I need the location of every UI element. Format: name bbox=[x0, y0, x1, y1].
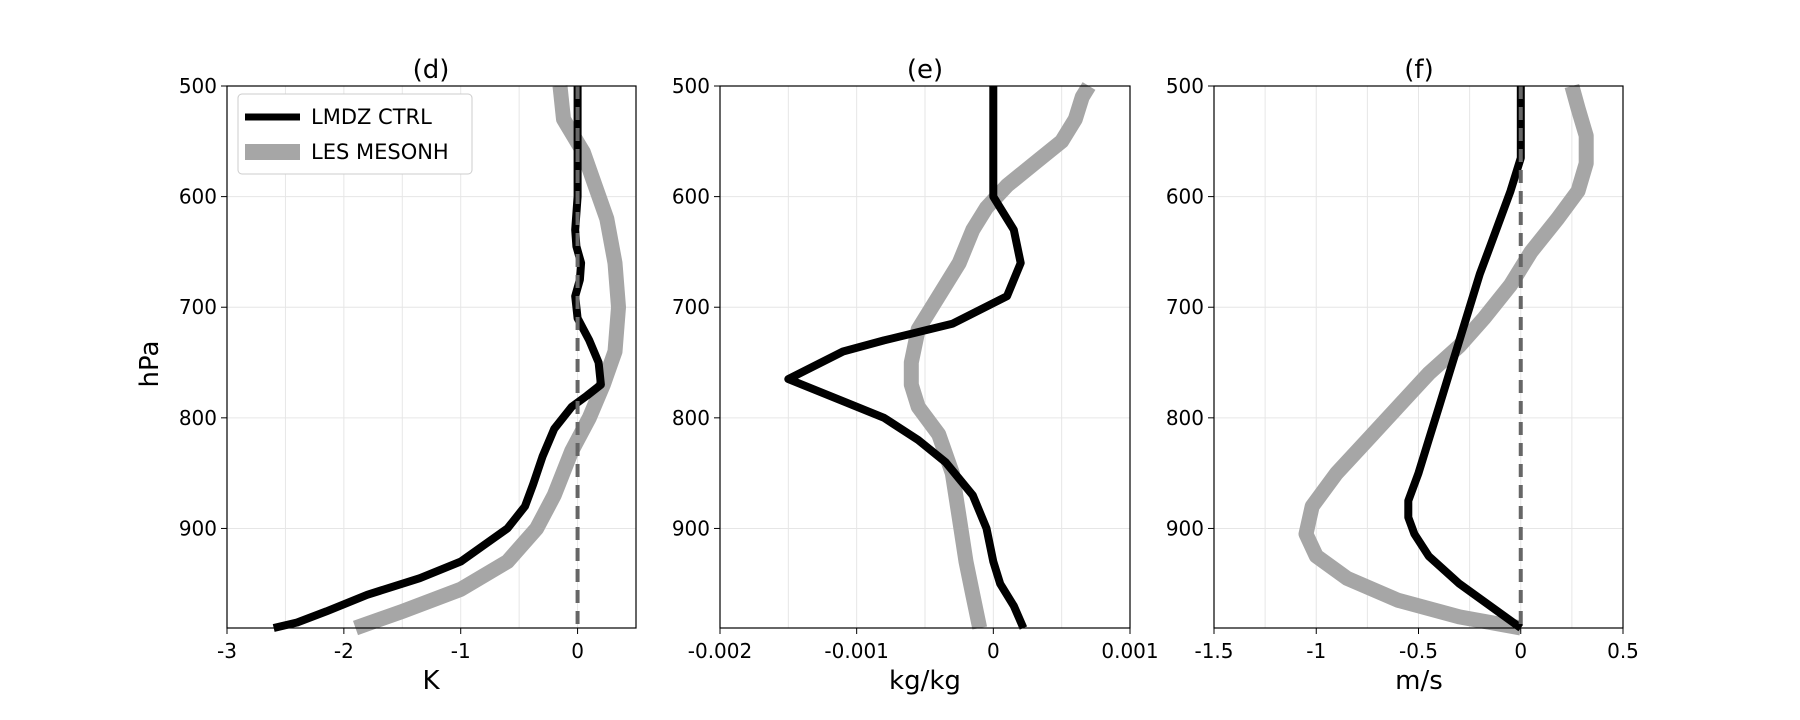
y-tick-label-e-4: 900 bbox=[672, 516, 710, 540]
x-axis-label-f: m/s bbox=[1395, 666, 1443, 696]
legend-label-lmdz-ctrl: LMDZ CTRL bbox=[311, 105, 432, 129]
legend-label-les-mesonh: LES MESONH bbox=[311, 140, 449, 164]
x-tick-label-e-0: -0.002 bbox=[688, 639, 752, 663]
x-tick-label-d-3: 0 bbox=[571, 639, 584, 663]
x-tick-label-d-1: -2 bbox=[334, 639, 354, 663]
panel-title-e: (e) bbox=[907, 55, 943, 85]
x-tick-label-f-4: 0.5 bbox=[1607, 639, 1639, 663]
plot-frame-d bbox=[226, 85, 637, 629]
y-tick-label-f-0: 500 bbox=[1166, 74, 1204, 98]
y-axis-label: hPa bbox=[135, 341, 165, 388]
x-tick-label-f-1: -1 bbox=[1306, 639, 1326, 663]
panel-f: (f) m/s -1.5 -1 -0.5 0 0.5 500 600 700 800 900 bbox=[1166, 55, 1639, 696]
y-tick-label-d-2: 700 bbox=[179, 295, 217, 319]
x-tick-label-d-2: -1 bbox=[451, 639, 471, 663]
series-line-les-mesonh-f bbox=[1298, 84, 1594, 636]
y-tick-label-e-2: 700 bbox=[672, 295, 710, 319]
y-tick-label-d-3: 800 bbox=[179, 406, 217, 430]
legend: LMDZ CTRL LES MESONH bbox=[237, 93, 473, 175]
y-tick-label-d-4: 900 bbox=[179, 516, 217, 540]
plot-frame-e bbox=[719, 85, 1131, 629]
series-line-lmdz-ctrl-d bbox=[272, 86, 605, 632]
panel-d: (d) K -3 -2 -1 0 500 600 700 800 900 bbox=[179, 55, 637, 696]
x-tick-label-f-2: -0.5 bbox=[1399, 639, 1438, 663]
grid-e bbox=[719, 85, 1131, 628]
x-axis-label-d: K bbox=[422, 666, 440, 696]
y-tick-label-f-1: 600 bbox=[1166, 185, 1204, 209]
y-tick-label-e-1: 600 bbox=[672, 185, 710, 209]
series-line-les-mesonh-e bbox=[903, 82, 1096, 630]
x-tick-label-f-3: 0 bbox=[1514, 639, 1527, 663]
x-tick-label-e-3: 0.001 bbox=[1101, 639, 1158, 663]
x-tick-label-e-1: -0.001 bbox=[824, 639, 888, 663]
y-tick-label-e-3: 800 bbox=[672, 406, 710, 430]
x-tick-label-f-0: -1.5 bbox=[1194, 639, 1233, 663]
x-tick-label-e-2: 0 bbox=[987, 639, 1000, 663]
series-line-lmdz-ctrl-e bbox=[784, 86, 1028, 630]
x-tick-label-d-0: -3 bbox=[217, 639, 237, 663]
panel-title-d: (d) bbox=[413, 55, 450, 85]
y-tick-label-f-3: 800 bbox=[1166, 406, 1204, 430]
y-tick-label-d-1: 600 bbox=[179, 185, 217, 209]
y-tick-label-f-4: 900 bbox=[1166, 516, 1204, 540]
panel-e: (e) kg/kg -0.002 -0.001 0 0.001 500 600 700 800… bbox=[672, 55, 1159, 696]
series-line-lmdz-ctrl-f bbox=[1404, 86, 1525, 632]
y-tick-label-f-2: 700 bbox=[1166, 295, 1204, 319]
y-tick-label-d-0: 500 bbox=[179, 74, 217, 98]
panel-title-f: (f) bbox=[1404, 55, 1433, 85]
x-axis-label-e: kg/kg bbox=[889, 666, 961, 696]
y-tick-label-e-0: 500 bbox=[672, 74, 710, 98]
